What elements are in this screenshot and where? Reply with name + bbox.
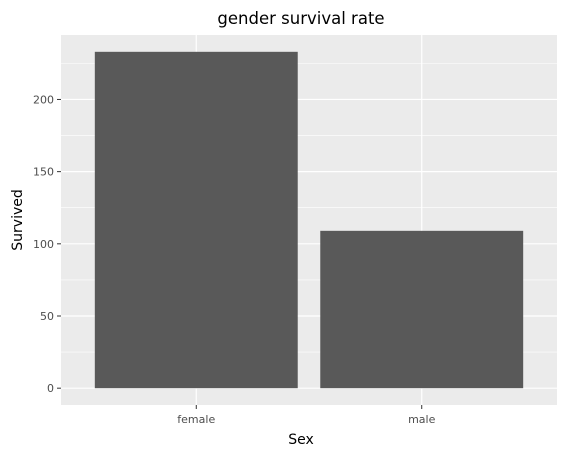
bar-female (94, 51, 298, 389)
y-tick-label: 100 (33, 238, 54, 251)
y-axis-title: Survived (10, 189, 26, 250)
x-axis-ticks: female male (177, 405, 436, 426)
y-tick-label: 150 (33, 166, 54, 179)
bar-male (320, 230, 524, 389)
y-tick-label: 50 (40, 310, 54, 323)
y-tick-label: 0 (47, 382, 54, 395)
y-axis-ticks: 0 50 100 150 200 (33, 93, 61, 395)
x-tick-label: male (408, 413, 436, 426)
x-tick-label: female (177, 413, 215, 426)
x-axis-title: Sex (288, 432, 314, 448)
chart-title: gender survival rate (217, 9, 384, 28)
bars (94, 51, 524, 389)
y-tick-label: 200 (33, 93, 54, 106)
